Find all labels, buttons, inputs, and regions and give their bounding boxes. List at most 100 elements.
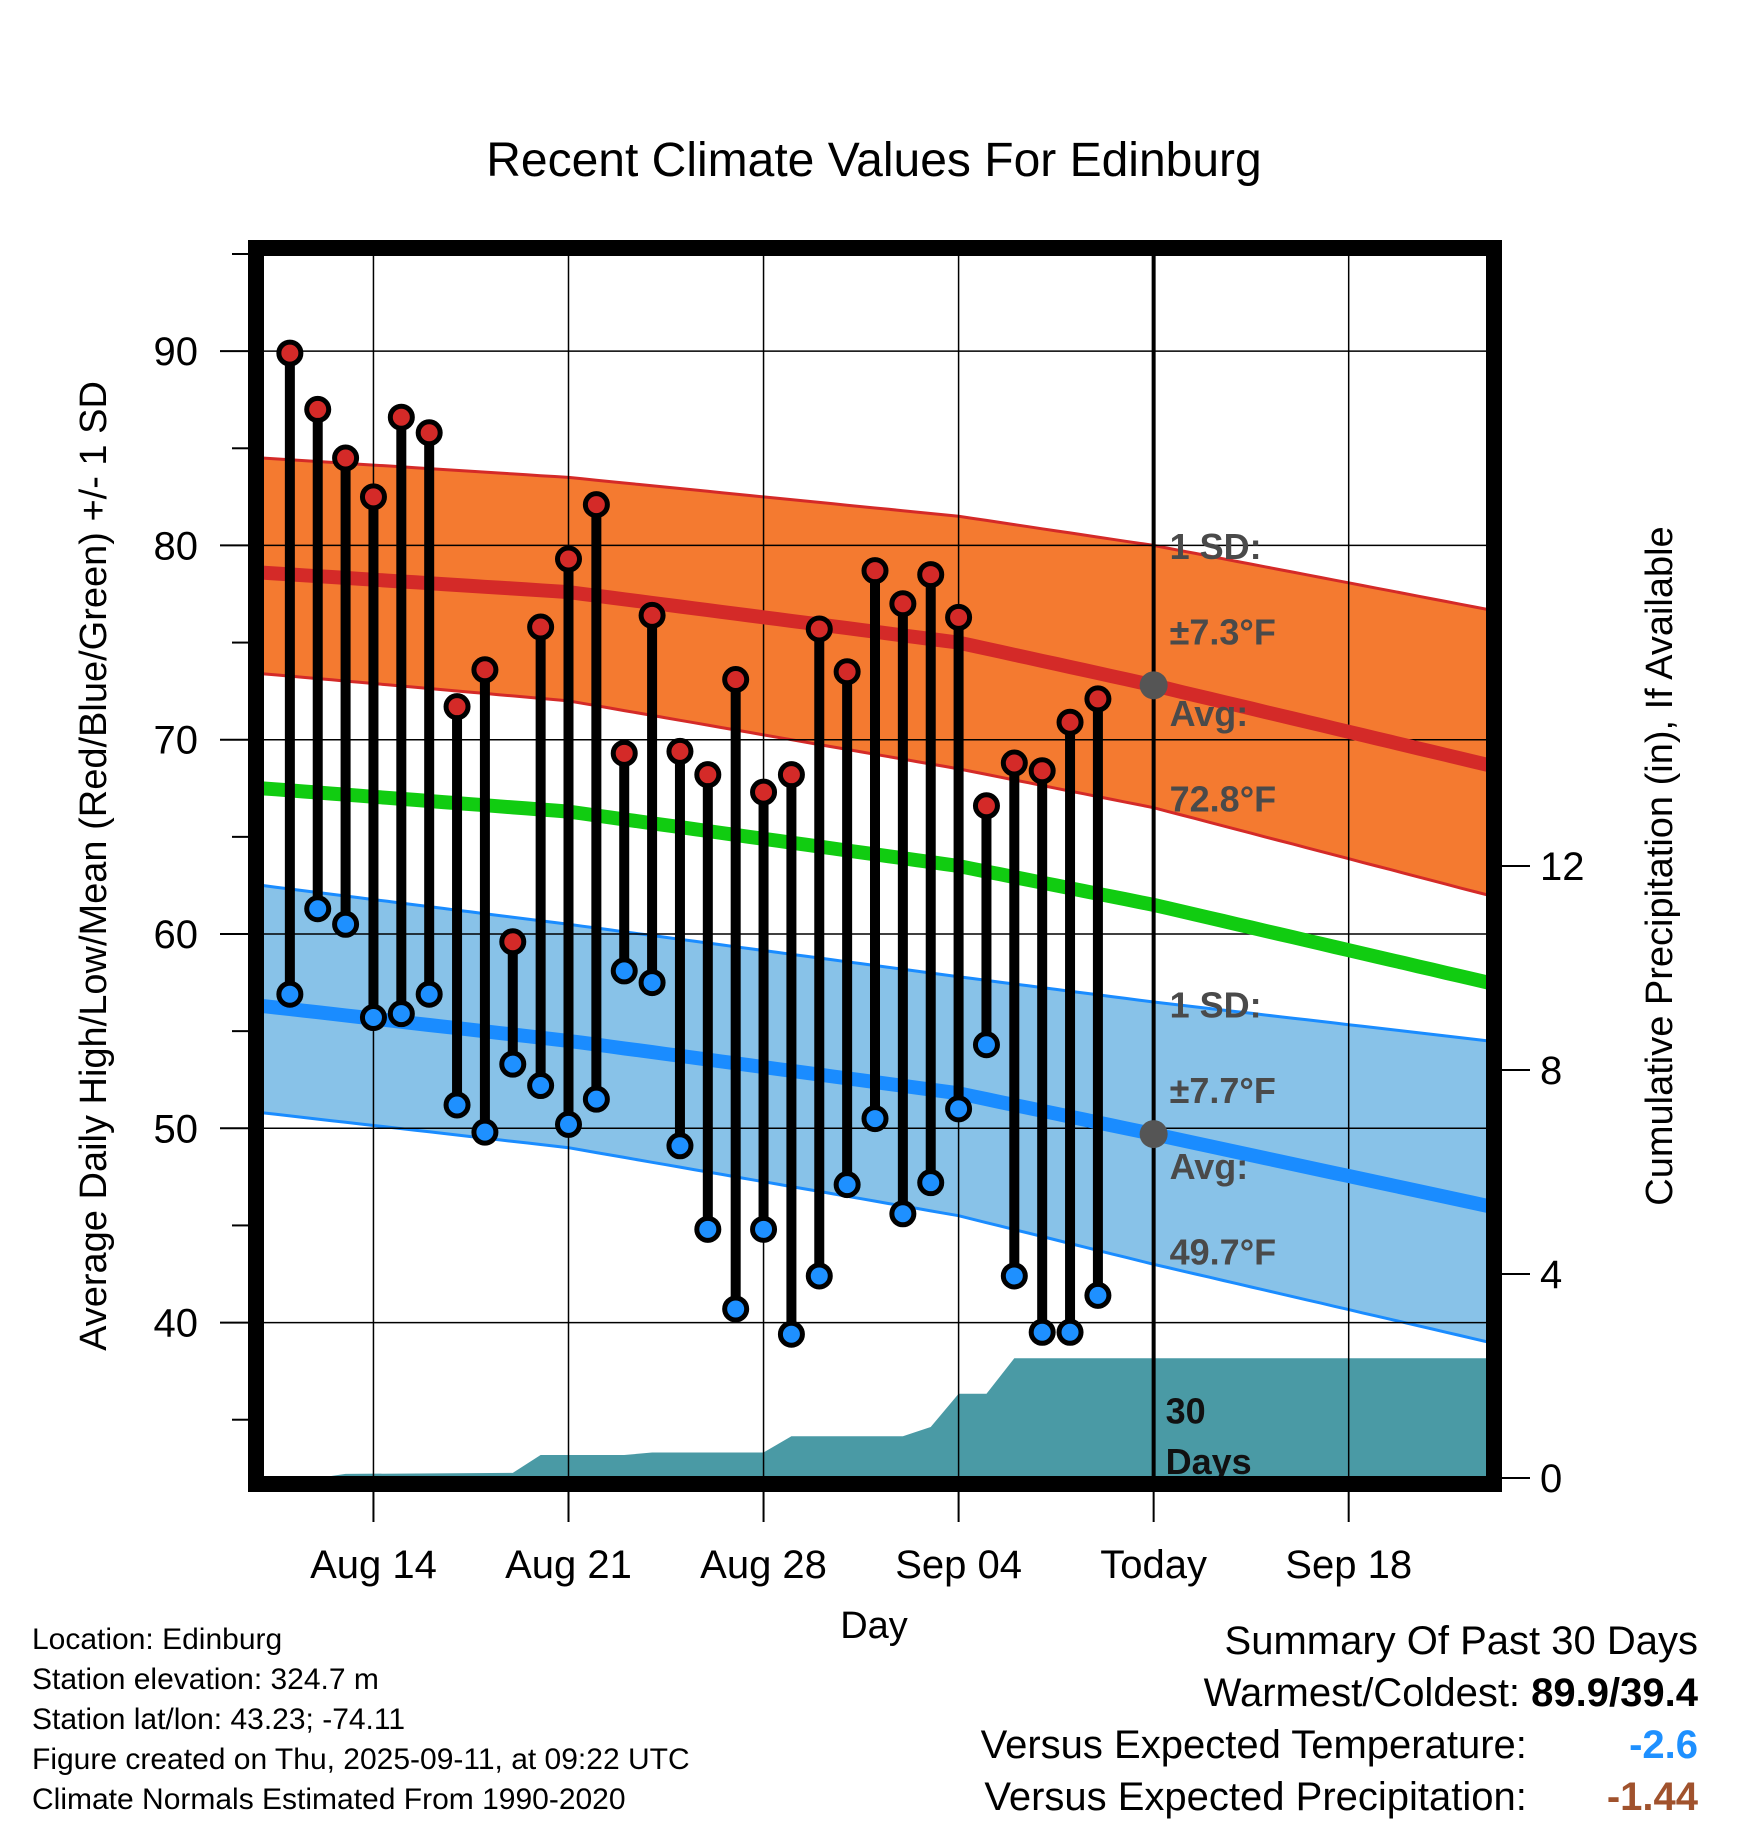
y-tick-label: 80 (154, 524, 199, 568)
low-lower-line (262, 1111, 1488, 1344)
obs-high-point (666, 737, 694, 765)
days-word-label: Days (1166, 1441, 1252, 1482)
y-tick-label: 60 (154, 913, 199, 957)
obs-low-point (972, 1031, 1000, 1059)
temp-label: Versus Expected Temperature: (980, 1723, 1527, 1767)
x-tick-label: Aug 28 (700, 1543, 827, 1587)
obs-low-point (304, 895, 332, 923)
obs-high-point (694, 761, 722, 789)
obs-low-point (610, 957, 638, 985)
obs-high-point (917, 561, 945, 589)
y2-tick-label: 0 (1540, 1457, 1562, 1501)
obs-high-point (582, 491, 610, 519)
plot-interior (262, 254, 1488, 1478)
low-sd-value: ±7.7°F (1170, 1070, 1276, 1111)
y2-tick-label: 12 (1540, 845, 1585, 889)
y-tick-label: 90 (154, 330, 199, 374)
high-sd-label: 1 SD: (1170, 526, 1262, 567)
obs-high-point (415, 419, 443, 447)
obs-high-point (304, 395, 332, 423)
precip-area (262, 1358, 1488, 1478)
obs-high-point (972, 792, 1000, 820)
x-tick-label: Aug 21 (505, 1543, 632, 1587)
x-tick-label: Aug 14 (310, 1543, 437, 1587)
obs-low-point (750, 1215, 778, 1243)
summary-panel: Summary Of Past 30 Days Warmest/Coldest:… (981, 1615, 1698, 1823)
low-sd-label: 1 SD: (1170, 985, 1262, 1026)
warm-cold-value: 89.9/39.4 (1531, 1671, 1698, 1715)
obs-high-point (1056, 708, 1084, 736)
obs-high-point (610, 739, 638, 767)
obs-low-point (276, 980, 304, 1008)
high-sd-value: ±7.3°F (1170, 612, 1276, 653)
obs-low-point (945, 1095, 973, 1123)
obs-high-point (945, 603, 973, 631)
station-info: Location: Edinburg Station elevation: 32… (32, 1620, 690, 1820)
obs-high-point (805, 615, 833, 643)
obs-low-point (387, 1000, 415, 1028)
latlon-text: Station lat/lon: 43.23; -74.11 (32, 1703, 406, 1736)
obs-low-point (889, 1200, 917, 1228)
obs-low-point (527, 1072, 555, 1100)
obs-high-point (722, 665, 750, 693)
y2-axis-label: Cumulative Precipitation (in), If Availa… (1639, 526, 1681, 1205)
obs-low-point (833, 1171, 861, 1199)
obs-low-point (359, 1004, 387, 1032)
y2-tick-label: 8 (1540, 1049, 1562, 1093)
obs-high-point (861, 557, 889, 585)
obs-low-point (471, 1118, 499, 1146)
obs-low-point (694, 1215, 722, 1243)
days-count-label: 30 (1166, 1391, 1206, 1432)
x-axis-label: Day (840, 1605, 908, 1647)
obs-high-point (527, 613, 555, 641)
precip-label: Versus Expected Precipitation: (984, 1775, 1527, 1819)
temp-value: -2.6 (1629, 1723, 1698, 1767)
obs-high-point (638, 601, 666, 629)
low-avg-value: 49.7°F (1170, 1231, 1276, 1272)
obs-low-point (443, 1091, 471, 1119)
obs-low-point (861, 1105, 889, 1133)
high-avg-value: 72.8°F (1170, 779, 1276, 820)
today-low-avg-marker (1139, 1120, 1168, 1149)
y-tick-label: 70 (154, 719, 199, 763)
obs-high-point (1028, 757, 1056, 785)
obs-low-point (666, 1132, 694, 1160)
obs-high-point (750, 778, 778, 806)
obs-low-point (777, 1320, 805, 1348)
obs-high-point (387, 403, 415, 431)
obs-low-point (805, 1262, 833, 1290)
obs-high-point (889, 590, 917, 618)
obs-high-point (1084, 685, 1112, 713)
obs-low-point (1084, 1281, 1112, 1309)
obs-low-point (1028, 1318, 1056, 1346)
low-avg-label: Avg: (1170, 1146, 1249, 1187)
plot-area: 1 SD: ±7.3°F Avg: 72.8°F 1 SD: ±7.7°F Avg: 49.7… (154, 240, 1585, 1587)
elevation-text: Station elevation: 324.7 m (32, 1663, 379, 1696)
chart-title: Recent Climate Values For Edinburg (486, 134, 1261, 187)
plot-frame (248, 240, 1502, 1492)
obs-high-point (471, 656, 499, 684)
obs-low-point (638, 969, 666, 997)
obs-high-point (1000, 749, 1028, 777)
obs-high-point (276, 339, 304, 367)
today-high-avg-marker (1139, 671, 1168, 700)
created-text: Figure created on Thu, 2025-09-11, at 09… (32, 1743, 690, 1776)
high-avg-label: Avg: (1170, 693, 1249, 734)
normals-text: Climate Normals Estimated From 1990-2020 (32, 1783, 626, 1816)
obs-high-point (359, 483, 387, 511)
obs-low-point (499, 1050, 527, 1078)
precip-row: Versus Expected Precipitation: -1.44 (981, 1771, 1698, 1823)
high-upper-line (262, 456, 1488, 611)
warm-cold-label: Warmest/Coldest: (1203, 1671, 1521, 1715)
obs-high-point (833, 658, 861, 686)
obs-low-point (1056, 1318, 1084, 1346)
obs-high-point (555, 545, 582, 573)
x-tick-label: Sep 18 (1285, 1543, 1412, 1587)
summary-title: Summary Of Past 30 Days (1224, 1619, 1698, 1663)
temp-row: Versus Expected Temperature: -2.6 (981, 1719, 1698, 1771)
obs-high-point (499, 928, 527, 956)
y-axis-label: Average Daily High/Low/Mean (Red/Blue/Gr… (73, 381, 115, 1351)
obs-low-point (555, 1110, 582, 1138)
obs-low-point (722, 1295, 750, 1323)
